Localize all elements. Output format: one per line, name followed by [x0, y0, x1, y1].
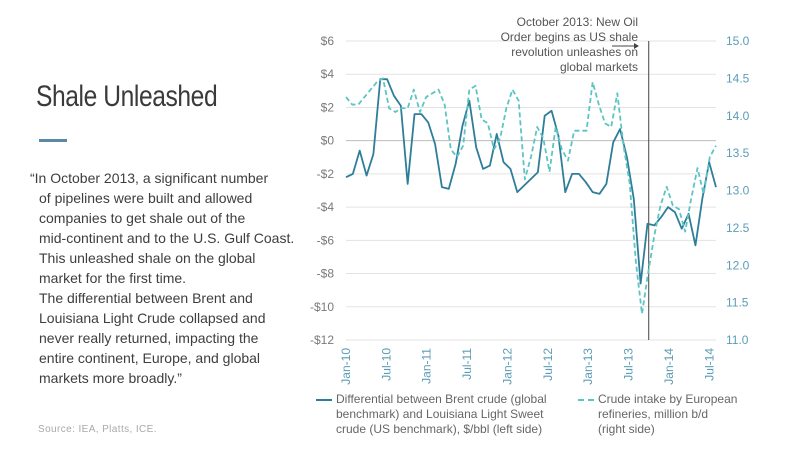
annotation-line: October 2013: New Oil — [516, 15, 638, 29]
right-axis-tick-label: 14.5 — [726, 71, 750, 85]
right-axis-tick-label: 14.0 — [726, 109, 750, 123]
x-axis-tick-label: Jul-12 — [541, 348, 555, 381]
quote-line: This unleashed shale on the global — [39, 250, 256, 266]
legend-label: Differential between Brent crude (global… — [336, 392, 547, 437]
quote-line: entire continent, Europe, and global — [39, 350, 261, 366]
legend-label: Crude intake by European refineries, mil… — [598, 392, 737, 437]
right-axis-tick-label: 15.0 — [726, 34, 750, 48]
legend-solid-swatch — [316, 399, 332, 401]
right-axis-tick-label: 12.0 — [726, 258, 750, 272]
left-axis-tick-label: -$6 — [317, 233, 335, 247]
differential-series-line — [345, 78, 717, 285]
quote-line: “In October 2013, a significant number — [30, 170, 269, 186]
x-axis-tick-label: Jan-10 — [339, 348, 353, 385]
source-note: Source: IEA, Platts, ICE. — [38, 424, 157, 435]
left-axis-tick-label: -$8 — [317, 267, 335, 281]
x-axis-tick-label: Jul-10 — [379, 348, 393, 381]
right-axis-tick-label: 12.5 — [726, 221, 750, 235]
quote-line: of pipelines were built and allowed — [39, 190, 253, 206]
title-underline — [39, 139, 67, 142]
left-axis-tick-label: $4 — [321, 67, 335, 81]
x-axis-tick-label: Jan-14 — [662, 348, 676, 385]
x-axis-tick-label: Jul-13 — [622, 348, 636, 381]
left-axis-tick-label: -$4 — [317, 200, 335, 214]
intake-series-line — [345, 77, 717, 315]
legend-line: crude (US benchmark), $/bbl (left side) — [336, 422, 543, 436]
legend-line: Crude intake by European — [598, 392, 738, 406]
quote-block: “In October 2013, a significant number o… — [30, 168, 300, 388]
legend-line: (right side) — [598, 422, 655, 436]
x-axis-tick-label: Jan-12 — [500, 348, 514, 385]
quote-line: never really returned, impacting the — [39, 330, 259, 346]
left-axis-tick-label: -$10 — [310, 300, 334, 314]
left-axis-tick-label: $0 — [321, 134, 335, 148]
quote-line: The differential between Brent and — [39, 290, 253, 306]
legend-dashed-swatch — [578, 399, 594, 401]
quote-line: market for the first time. — [39, 270, 187, 286]
annotation-arrow-head — [634, 43, 639, 49]
x-axis-tick-label: Jan-11 — [420, 348, 434, 384]
quote-line: markets more broadly.” — [39, 370, 182, 386]
legend-line: benchmark) and Louisiana Light Sweet — [336, 407, 544, 421]
right-axis-tick-label: 13.5 — [726, 146, 750, 160]
legend-line: refineries, million b/d — [598, 407, 709, 421]
right-axis-tick-label: 11.5 — [726, 296, 749, 310]
left-axis-tick-label: $6 — [321, 34, 335, 48]
right-axis-tick-label: 11.0 — [726, 333, 749, 347]
x-axis-tick-label: Jul-11 — [460, 348, 474, 380]
x-axis-tick-label: Jan-13 — [581, 348, 595, 385]
x-axis-tick-label: Jul-14 — [702, 348, 716, 381]
right-axis-tick-label: 13.0 — [726, 184, 750, 198]
quote-line: mid-continent and to the U.S. Gulf Coast… — [39, 230, 295, 246]
left-axis-tick-label: -$12 — [310, 333, 334, 347]
chart-annotation: October 2013: New Oil Order begins as US… — [468, 15, 638, 75]
left-axis-tick-label: -$2 — [317, 167, 335, 181]
left-axis-tick-label: $2 — [321, 100, 335, 114]
annotation-line: revolution unleashes on — [511, 45, 638, 59]
quote-line: companies to get shale out of the — [39, 210, 246, 226]
annotation-line: global markets — [559, 60, 638, 74]
quote-line: Louisiana Light Crude collapsed and — [39, 310, 266, 326]
chart-title: Shale Unleashed — [36, 80, 218, 113]
annotation-line: Order begins as US shale — [500, 30, 638, 44]
legend-line: Differential between Brent crude (global — [336, 392, 547, 406]
